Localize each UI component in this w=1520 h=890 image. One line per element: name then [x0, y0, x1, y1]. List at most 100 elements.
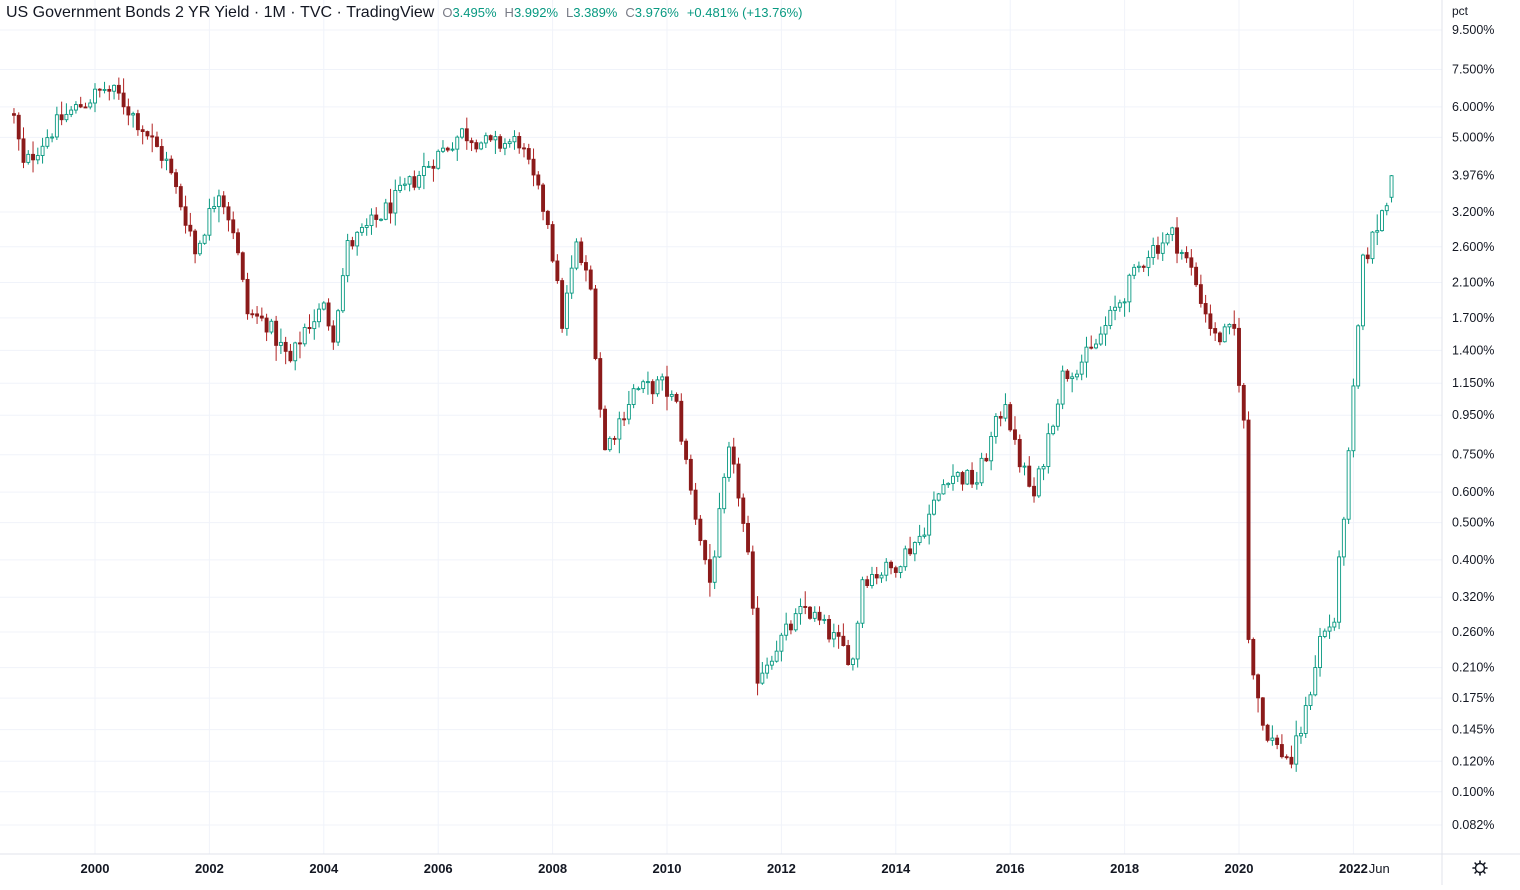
candle[interactable] [283, 336, 288, 365]
candle[interactable] [269, 318, 274, 335]
candle[interactable] [1380, 209, 1384, 232]
candle[interactable] [607, 436, 612, 452]
candle[interactable] [412, 170, 417, 191]
candle[interactable] [798, 598, 803, 625]
candle[interactable] [450, 142, 455, 152]
candle[interactable] [126, 98, 131, 126]
candle[interactable] [507, 138, 512, 148]
candle[interactable] [1275, 734, 1280, 750]
candle[interactable] [1146, 250, 1151, 277]
candle[interactable] [979, 452, 984, 487]
candle[interactable] [531, 148, 536, 187]
candle[interactable] [150, 123, 155, 153]
candle[interactable] [288, 343, 293, 363]
candle[interactable] [1237, 317, 1241, 393]
candle[interactable] [317, 303, 321, 328]
candle[interactable] [1389, 175, 1394, 203]
candle[interactable] [1041, 463, 1046, 481]
candle[interactable] [1322, 628, 1327, 639]
candle[interactable] [374, 207, 379, 228]
candle[interactable] [479, 141, 484, 151]
candle[interactable] [1051, 424, 1056, 436]
candle[interactable] [1241, 382, 1246, 429]
candle[interactable] [717, 492, 722, 558]
candle[interactable] [131, 111, 136, 128]
candle[interactable] [1232, 310, 1237, 336]
candle[interactable] [650, 379, 655, 405]
candle[interactable] [593, 284, 598, 361]
candle[interactable] [88, 99, 93, 110]
candle[interactable] [1132, 264, 1137, 280]
candle[interactable] [302, 323, 307, 347]
candle[interactable] [1308, 691, 1313, 710]
candle[interactable] [1017, 434, 1022, 473]
candle[interactable] [889, 560, 893, 575]
candle[interactable] [321, 301, 326, 311]
candle[interactable] [927, 504, 932, 545]
candle[interactable] [679, 393, 684, 445]
candle[interactable] [564, 285, 569, 336]
candle[interactable] [1327, 614, 1332, 639]
candle[interactable] [216, 189, 221, 223]
candle[interactable] [960, 470, 965, 491]
candle[interactable] [69, 106, 74, 118]
candle[interactable] [660, 373, 665, 391]
candle[interactable] [831, 623, 836, 648]
candle[interactable] [159, 138, 164, 169]
candle[interactable] [841, 623, 846, 647]
candle[interactable] [1027, 456, 1032, 488]
candle[interactable] [569, 255, 574, 299]
candle[interactable] [1136, 261, 1141, 273]
candle[interactable] [78, 96, 83, 109]
chart-legend[interactable]: US Government Bonds 2 YR Yield · 1M · TV… [6, 4, 810, 26]
candle[interactable] [1084, 336, 1089, 378]
candle[interactable] [684, 438, 689, 465]
candle[interactable] [188, 212, 193, 237]
candle[interactable] [870, 566, 874, 589]
candle[interactable] [1189, 249, 1194, 276]
candle[interactable] [946, 482, 951, 488]
candle[interactable] [698, 515, 703, 546]
candle[interactable] [584, 255, 588, 282]
candle[interactable] [445, 146, 450, 153]
candle[interactable] [498, 134, 503, 153]
candle[interactable] [1175, 217, 1179, 264]
candle[interactable] [965, 469, 970, 486]
candle[interactable] [102, 81, 107, 94]
candle[interactable] [865, 575, 870, 588]
candle[interactable] [1299, 726, 1303, 744]
candle[interactable] [1265, 723, 1270, 743]
candle[interactable] [541, 182, 546, 221]
candle[interactable] [50, 133, 55, 143]
candle[interactable] [1103, 316, 1108, 346]
candle[interactable] [793, 608, 798, 632]
candle[interactable] [1046, 423, 1051, 474]
candle[interactable] [236, 228, 240, 256]
candle[interactable] [1036, 465, 1041, 498]
candle[interactable] [431, 159, 436, 182]
candle[interactable] [40, 137, 45, 164]
candle[interactable] [884, 558, 889, 582]
candle[interactable] [1375, 214, 1380, 246]
gear-icon[interactable] [1472, 860, 1488, 876]
candle[interactable] [774, 640, 779, 663]
candle[interactable] [1203, 294, 1208, 323]
candle[interactable] [379, 218, 383, 222]
candle[interactable] [1384, 202, 1389, 216]
candle-series[interactable] [12, 77, 1394, 772]
candle[interactable] [579, 237, 584, 266]
candle[interactable] [1313, 655, 1318, 697]
candle[interactable] [707, 543, 712, 597]
candle[interactable] [112, 84, 117, 100]
candle[interactable] [1165, 232, 1170, 246]
candle[interactable] [259, 307, 264, 322]
price-scale[interactable]: pct 9.500% 7.500% 6.000% 5.000% 3.976% 3.200% 2… [1452, 4, 1494, 832]
candle[interactable] [83, 102, 88, 109]
candle[interactable] [545, 209, 550, 229]
candle[interactable] [1194, 262, 1199, 288]
candle[interactable] [1022, 462, 1027, 476]
candle[interactable] [970, 462, 975, 488]
candle[interactable] [1256, 673, 1261, 713]
candle[interactable] [741, 493, 746, 532]
